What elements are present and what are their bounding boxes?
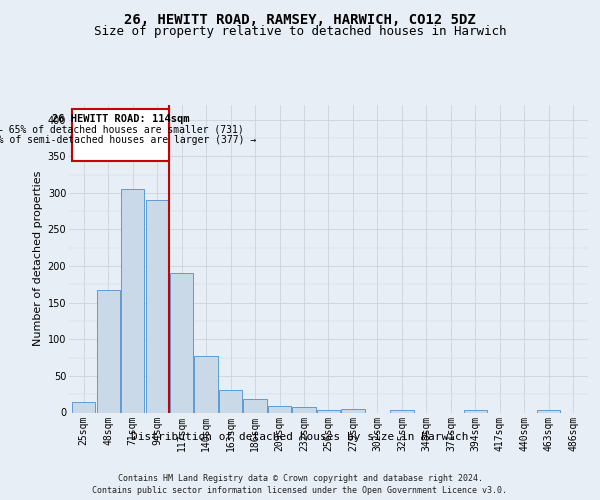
- Bar: [72, 402, 95, 412]
- Bar: [268, 406, 291, 412]
- Bar: [317, 410, 340, 412]
- Bar: [146, 200, 169, 412]
- Bar: [194, 356, 218, 412]
- Bar: [121, 189, 144, 412]
- Bar: [292, 406, 316, 412]
- Bar: [170, 274, 193, 412]
- Bar: [391, 410, 413, 412]
- Bar: [537, 410, 560, 412]
- Bar: [219, 390, 242, 412]
- Text: Contains HM Land Registry data © Crown copyright and database right 2024.: Contains HM Land Registry data © Crown c…: [118, 474, 482, 483]
- Text: Size of property relative to detached houses in Harwich: Size of property relative to detached ho…: [94, 25, 506, 38]
- Text: 26 HEWITT ROAD: 114sqm: 26 HEWITT ROAD: 114sqm: [52, 114, 190, 124]
- Text: ← 65% of detached houses are smaller (731): ← 65% of detached houses are smaller (73…: [0, 125, 244, 135]
- Y-axis label: Number of detached properties: Number of detached properties: [34, 171, 43, 346]
- Text: 26, HEWITT ROAD, RAMSEY, HARWICH, CO12 5DZ: 26, HEWITT ROAD, RAMSEY, HARWICH, CO12 5…: [124, 12, 476, 26]
- Bar: [341, 409, 365, 412]
- Text: 34% of semi-detached houses are larger (377) →: 34% of semi-detached houses are larger (…: [0, 135, 256, 145]
- Bar: [97, 290, 120, 412]
- Bar: [244, 400, 266, 412]
- Text: Contains public sector information licensed under the Open Government Licence v3: Contains public sector information licen…: [92, 486, 508, 495]
- FancyBboxPatch shape: [72, 108, 169, 162]
- Text: Distribution of detached houses by size in Harwich: Distribution of detached houses by size …: [131, 432, 469, 442]
- Bar: [464, 410, 487, 412]
